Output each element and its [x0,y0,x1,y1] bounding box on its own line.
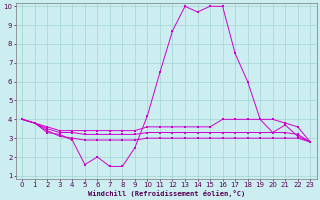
X-axis label: Windchill (Refroidissement éolien,°C): Windchill (Refroidissement éolien,°C) [88,190,245,197]
